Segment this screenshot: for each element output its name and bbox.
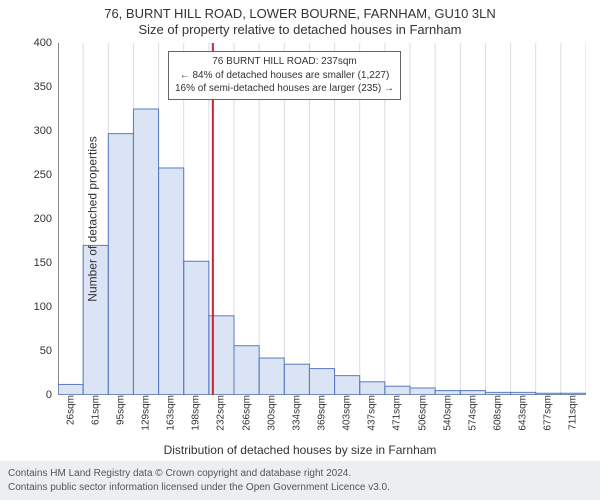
x-tick: 26sqm [65,395,76,425]
x-tick: 711sqm [568,395,579,430]
y-tick: 100 [34,301,52,313]
x-tick: 266sqm [241,395,252,431]
marker-callout: 76 BURNT HILL ROAD: 237sqm ← 84% of deta… [168,51,401,100]
y-tick: 250 [34,169,52,181]
x-tick: 95sqm [115,395,126,425]
x-ticks: 26sqm 61sqm 95sqm 129sqm 163sqm 198sqm 232sqm 2… [58,395,586,443]
y-tick: 350 [34,81,52,93]
callout-line1: 76 BURNT HILL ROAD: 237sqm [175,55,394,69]
footer-line2: Contains public sector information licen… [8,481,592,495]
x-tick: 300sqm [266,395,277,431]
x-tick: 608sqm [493,395,504,431]
page-title-sub: Size of property relative to detached ho… [4,22,596,37]
x-tick: 677sqm [543,395,554,431]
x-tick: 129sqm [141,395,152,431]
x-tick: 574sqm [467,395,478,431]
x-tick: 163sqm [166,395,177,431]
x-tick: 643sqm [518,395,529,431]
x-tick: 403sqm [342,395,353,431]
y-tick: 0 [46,389,52,401]
page-title-address: 76, BURNT HILL ROAD, LOWER BOURNE, FARNH… [4,6,596,21]
x-tick: 437sqm [367,395,378,431]
footer-line1: Contains HM Land Registry data © Crown c… [8,467,592,481]
chart-plot-area: Number of detached properties 0501001502… [58,43,586,395]
footer: Contains HM Land Registry data © Crown c… [0,461,600,500]
x-tick: 232sqm [216,395,227,431]
callout-line3: 16% of semi-detached houses are larger (… [175,82,394,96]
y-tick: 400 [34,37,52,49]
x-tick: 369sqm [317,395,328,431]
x-tick: 334sqm [291,395,302,431]
y-tick: 50 [40,345,52,357]
y-tick: 200 [34,213,52,225]
y-tick: 300 [34,125,52,137]
x-tick: 506sqm [417,395,428,431]
x-tick: 471sqm [392,395,403,431]
y-axis-label: Number of detached properties [86,136,100,301]
x-tick: 61sqm [90,395,101,425]
x-tick: 198sqm [191,395,202,431]
callout-line2: ← 84% of detached houses are smaller (1,… [175,69,394,83]
x-tick: 540sqm [442,395,453,431]
y-tick: 150 [34,257,52,269]
x-axis-label: Distribution of detached houses by size … [4,443,596,457]
